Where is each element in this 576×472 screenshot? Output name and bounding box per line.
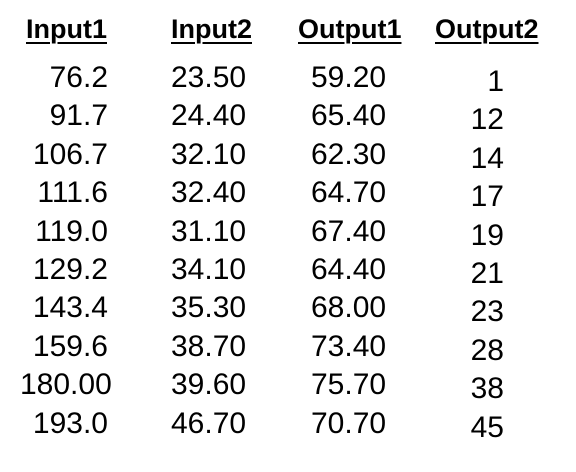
cell-input1: 111.6	[37, 176, 108, 209]
cell-output1: 64.40	[311, 253, 387, 286]
table-row: 193.0 46.70 70.70 45	[0, 407, 576, 445]
table-row: 143.4 35.30 68.00 23	[0, 291, 576, 329]
cell-output1: 73.40	[311, 330, 387, 363]
cell-output2: 21	[470, 257, 504, 290]
table-row: 111.6 32.40 64.70 17	[0, 176, 576, 214]
cell-input1: 76.2	[49, 61, 108, 94]
cell-input2: 23.50	[171, 61, 247, 94]
column-header-input1: Input1	[26, 14, 107, 44]
table-row: 180.00 39.60 75.70 38	[0, 368, 576, 406]
cell-output2: 28	[470, 334, 504, 367]
cell-input2: 39.60	[171, 368, 247, 401]
table-row: 76.2 23.50 59.20 1	[0, 61, 576, 99]
cell-input2: 32.40	[171, 176, 247, 209]
cell-input1: 91.7	[49, 99, 108, 132]
cell-input1: 119.0	[35, 215, 108, 248]
cell-input1: 129.2	[32, 253, 108, 286]
column-header-output1: Output1	[298, 14, 402, 44]
cell-input1: 143.4	[32, 291, 108, 324]
cell-output1: 59.20	[311, 61, 387, 94]
cell-input2: 34.10	[171, 253, 247, 286]
cell-output2: 45	[470, 411, 504, 444]
cell-input2: 32.10	[171, 138, 247, 171]
cell-input2: 31.10	[171, 215, 247, 248]
table-row: 129.2 34.10 64.40 21	[0, 253, 576, 291]
table-row: 119.0 31.10 67.40 19	[0, 215, 576, 253]
cell-output2: 38	[470, 372, 504, 405]
cell-output1: 65.40	[311, 99, 387, 132]
cell-output1: 70.70	[311, 407, 387, 440]
cell-output2: 23	[470, 295, 504, 328]
cell-output2: 1	[487, 65, 504, 98]
cell-output1: 64.70	[311, 176, 387, 209]
cell-input1: 159.6	[32, 330, 108, 363]
cell-output2: 19	[470, 219, 504, 252]
table-row: 91.7 24.40 65.40 12	[0, 99, 576, 137]
cell-output1: 75.70	[311, 368, 387, 401]
cell-input1: 180.00	[20, 368, 112, 401]
cell-input2: 35.30	[171, 291, 247, 324]
cell-input2: 24.40	[171, 99, 247, 132]
column-header-output2: Output2	[435, 14, 539, 44]
cell-output1: 62.30	[311, 138, 387, 171]
table-row: 159.6 38.70 73.40 28	[0, 330, 576, 368]
cell-input2: 38.70	[171, 330, 247, 363]
cell-output2: 12	[470, 103, 504, 136]
cell-input2: 46.70	[171, 407, 247, 440]
cell-output1: 67.40	[311, 215, 387, 248]
table-row: 106.7 32.10 62.30 14	[0, 138, 576, 176]
cell-input1: 106.7	[32, 138, 108, 171]
cell-output1: 68.00	[311, 291, 387, 324]
cell-output2: 17	[470, 180, 504, 213]
cell-input1: 193.0	[32, 407, 108, 440]
cell-output2: 14	[470, 142, 504, 175]
column-header-input2: Input2	[171, 14, 252, 44]
